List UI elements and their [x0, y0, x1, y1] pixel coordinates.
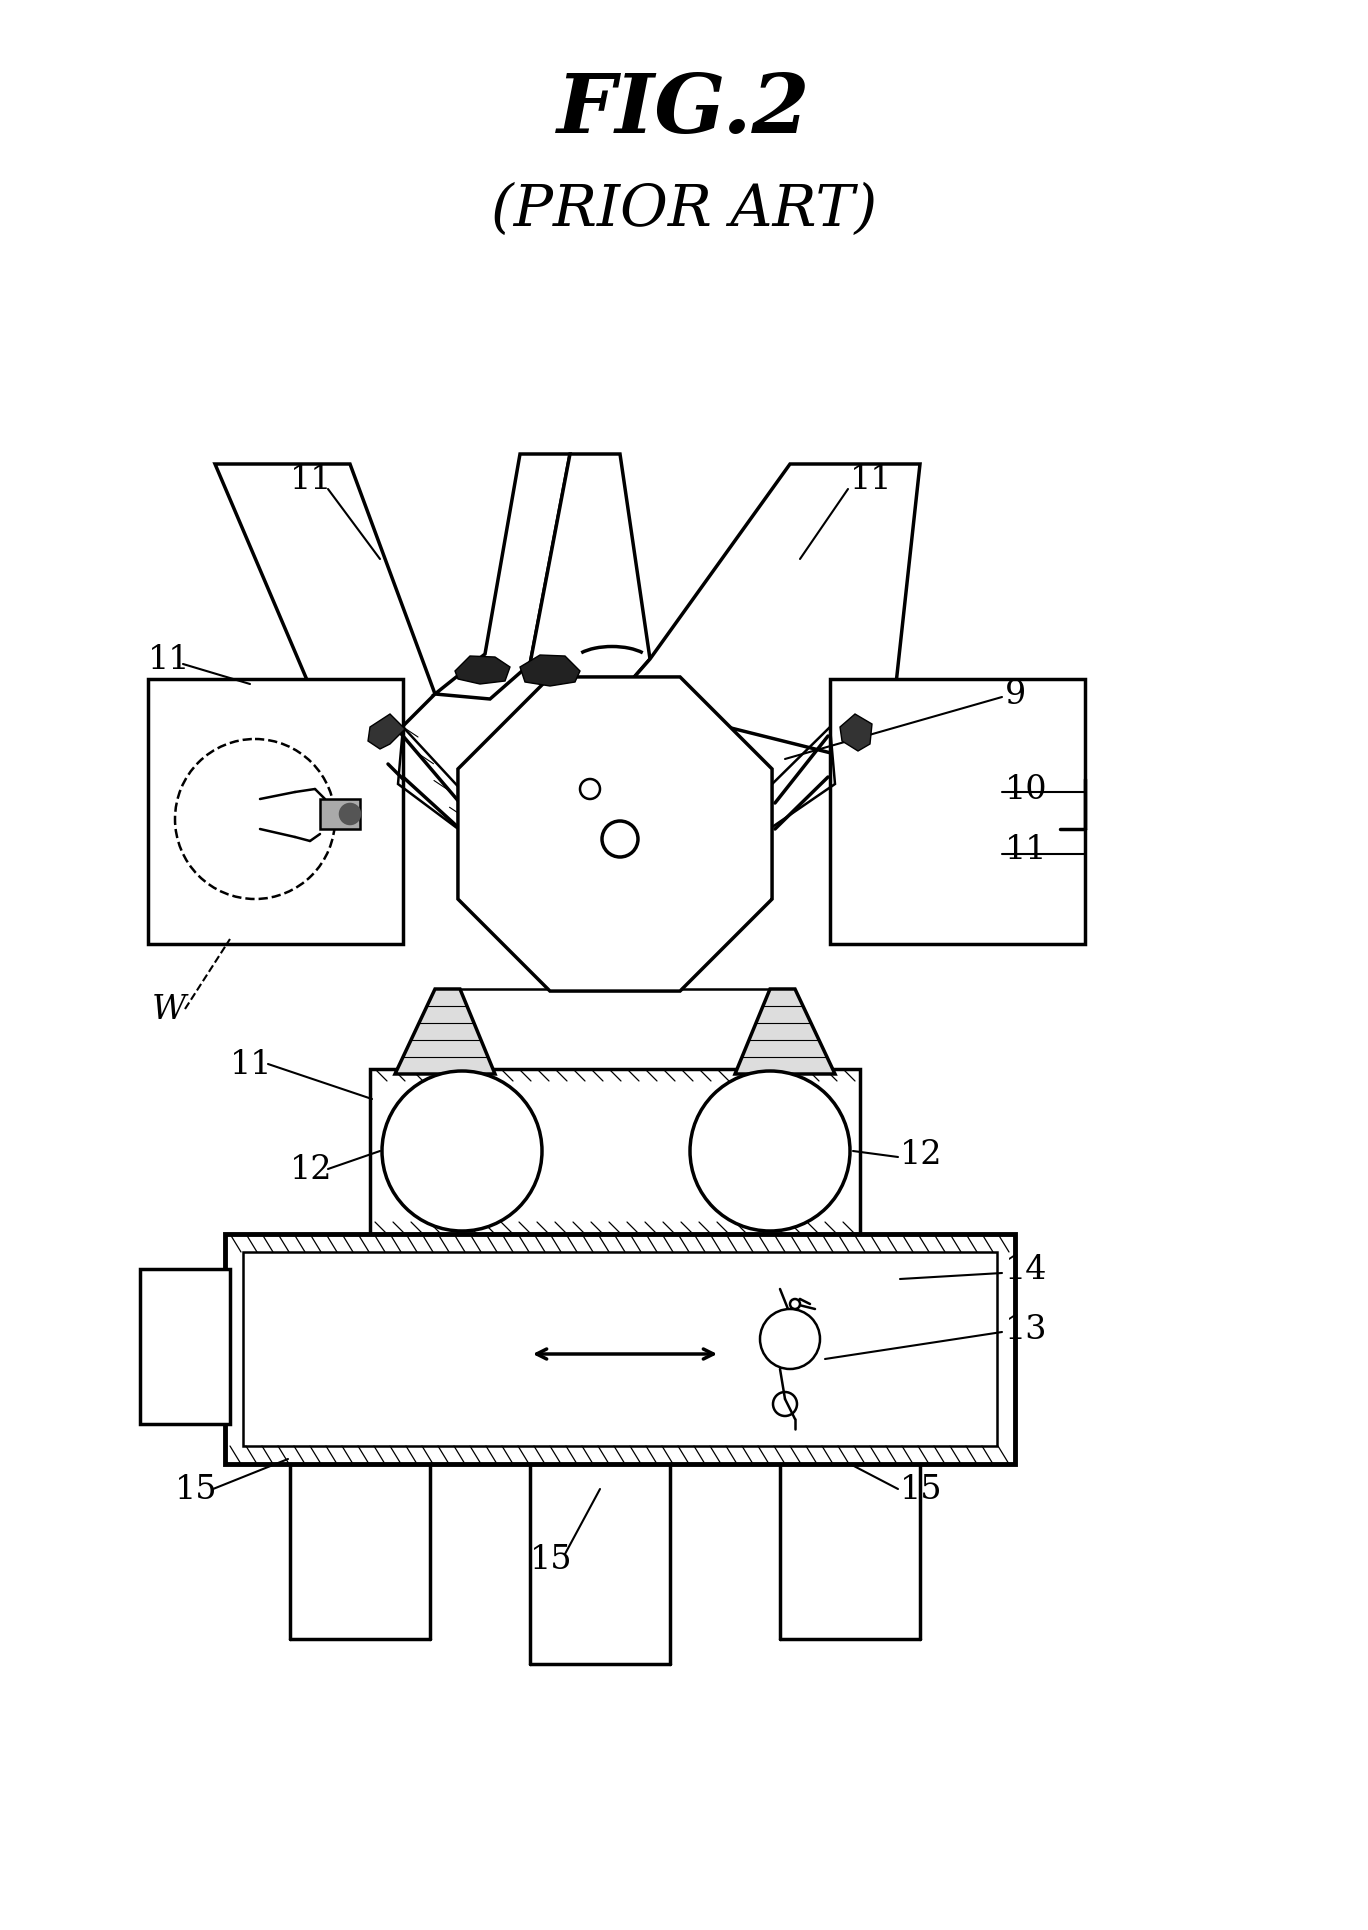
Text: 11: 11 — [1005, 834, 1048, 865]
Bar — [320, 799, 360, 830]
Text: FIG.2: FIG.2 — [557, 69, 811, 151]
Polygon shape — [735, 990, 834, 1075]
Circle shape — [580, 780, 601, 799]
Circle shape — [789, 1299, 800, 1309]
Circle shape — [689, 1071, 850, 1231]
Text: 12: 12 — [900, 1139, 943, 1170]
Polygon shape — [368, 714, 405, 749]
Text: 15: 15 — [529, 1544, 573, 1575]
Bar — [244, 1253, 997, 1446]
Text: W: W — [152, 994, 186, 1025]
Circle shape — [602, 822, 637, 857]
Polygon shape — [616, 465, 921, 760]
Polygon shape — [840, 714, 871, 751]
Polygon shape — [520, 656, 580, 687]
Polygon shape — [435, 455, 570, 701]
Polygon shape — [458, 677, 772, 992]
Text: 11: 11 — [230, 1048, 272, 1081]
Circle shape — [382, 1071, 542, 1231]
Text: 15: 15 — [900, 1473, 943, 1505]
Circle shape — [761, 1309, 819, 1368]
Text: 13: 13 — [1005, 1312, 1048, 1345]
Bar — [224, 1235, 1015, 1465]
Text: 12: 12 — [290, 1154, 332, 1185]
Bar — [830, 679, 1085, 944]
Bar — [148, 679, 404, 944]
Polygon shape — [529, 455, 650, 701]
Text: 14: 14 — [1005, 1253, 1048, 1285]
Text: 11: 11 — [850, 463, 892, 496]
Bar — [140, 1270, 230, 1424]
Text: (PRIOR ART): (PRIOR ART) — [491, 181, 877, 237]
Text: 15: 15 — [175, 1473, 218, 1505]
Circle shape — [341, 805, 360, 824]
Text: 11: 11 — [148, 645, 190, 675]
Text: 11: 11 — [290, 463, 332, 496]
Text: 9: 9 — [1005, 679, 1026, 710]
Polygon shape — [456, 656, 510, 685]
Bar — [369, 1069, 860, 1235]
Text: 10: 10 — [1005, 774, 1048, 805]
Polygon shape — [215, 465, 435, 760]
Polygon shape — [395, 990, 495, 1075]
